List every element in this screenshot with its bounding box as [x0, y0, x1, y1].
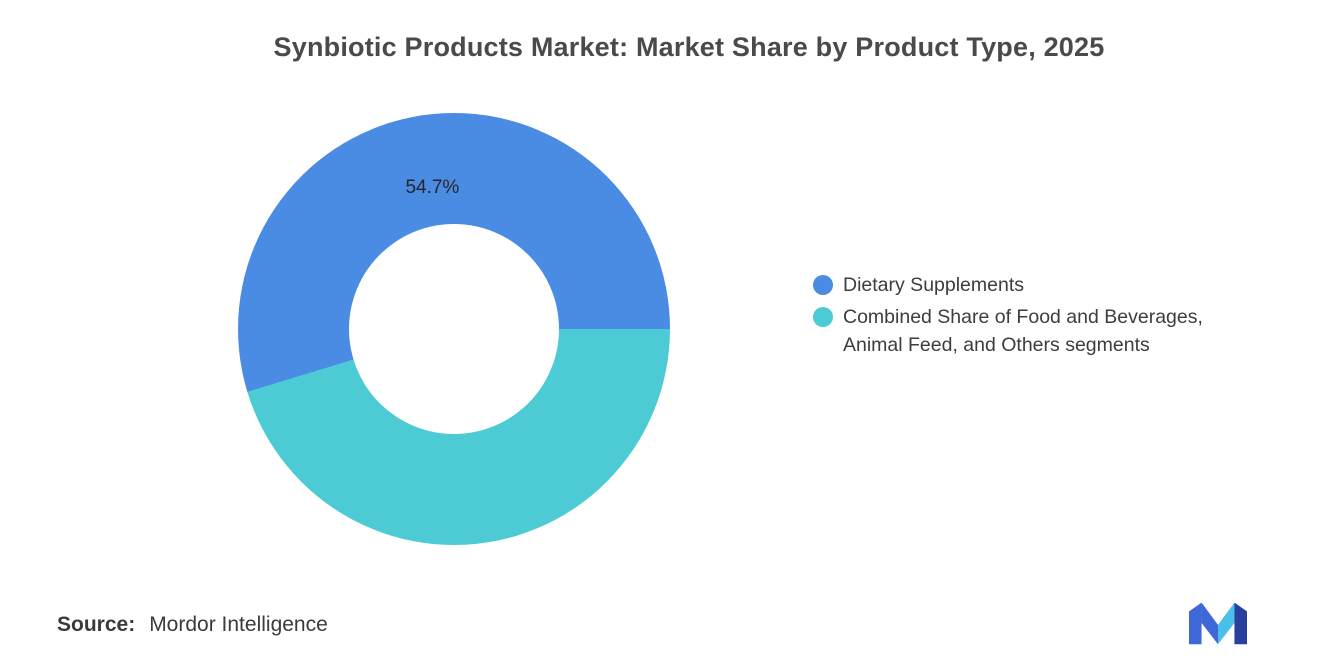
legend-item-combined-share: Combined Share of Food and Beverages, An…: [813, 303, 1263, 359]
legend: Dietary Supplements Combined Share of Fo…: [813, 271, 1263, 363]
legend-item-dietary-supplements: Dietary Supplements: [813, 271, 1263, 299]
logo-left-diagonal: [1201, 602, 1218, 645]
donut-chart: 54.7%: [238, 113, 670, 545]
legend-label-combined-share: Combined Share of Food and Beverages, An…: [843, 306, 1203, 356]
donut-hole: [349, 224, 559, 434]
legend-swatch-combined-share: [813, 307, 833, 327]
mordor-intelligence-logo: [1189, 602, 1247, 645]
logo-right-diagonal: [1218, 602, 1235, 645]
source-value: Mordor Intelligence: [149, 613, 328, 636]
source-line: Source: Mordor Intelligence: [57, 613, 328, 637]
source-label: Source:: [57, 613, 136, 636]
logo-right-limb: [1234, 602, 1247, 645]
legend-label-dietary-supplements: Dietary Supplements: [843, 274, 1025, 296]
legend-swatch-dietary-supplements: [813, 275, 833, 295]
slice-data-label: 54.7%: [405, 177, 460, 198]
logo-left-limb: [1189, 602, 1202, 645]
chart-title: Synbiotic Products Market: Market Share …: [273, 32, 1105, 62]
